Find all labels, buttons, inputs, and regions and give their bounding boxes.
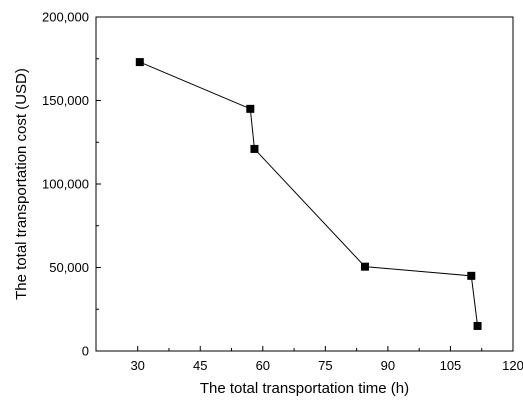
y-tick-label: 0 [82, 344, 89, 359]
y-tick-label: 150,000 [42, 93, 89, 108]
data-point-marker [246, 104, 255, 113]
y-tick-label: 200,000 [42, 10, 89, 25]
x-tick-label: 105 [440, 358, 462, 373]
series-layer [135, 58, 482, 330]
x-tick-label: 30 [130, 358, 144, 373]
y-axis-ticks: 0 50,000 100,000 150,000 200,000 [42, 10, 101, 359]
x-tick-label: 45 [193, 358, 207, 373]
data-point-marker [250, 144, 259, 153]
x-tick-label: 90 [381, 358, 395, 373]
series-line [139, 61, 479, 327]
y-tick-label: 50,000 [49, 260, 89, 275]
data-point-marker [473, 321, 482, 330]
x-axis-title: The total transportation time (h) [200, 380, 409, 397]
x-tick-label: 60 [256, 358, 270, 373]
y-axis-title: The total transportation cost (USD) [13, 68, 30, 300]
x-tick-label: 120 [502, 358, 523, 373]
x-tick-label: 75 [318, 358, 332, 373]
data-point-marker [360, 262, 369, 271]
y-tick-label: 100,000 [42, 177, 89, 192]
x-axis-ticks: 30 45 60 75 90 105 120 [130, 346, 523, 373]
data-point-marker [467, 271, 476, 280]
data-point-marker [135, 58, 144, 67]
plot-frame [95, 16, 514, 352]
